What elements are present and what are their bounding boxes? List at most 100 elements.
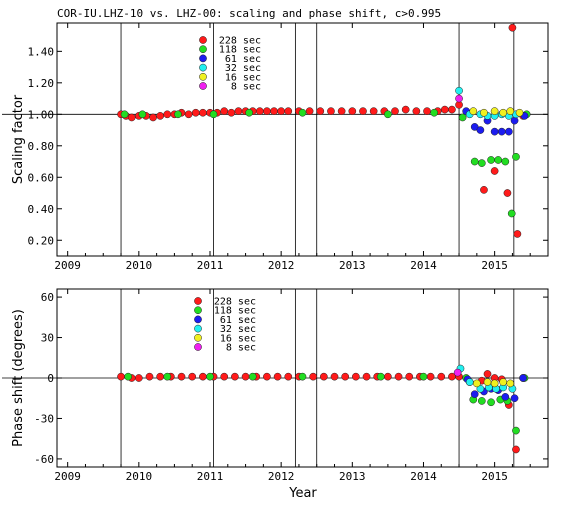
- legend-label-118-sec: 118 sec: [214, 306, 256, 317]
- point-118-sec: [487, 398, 495, 407]
- x-tick-label: 2014: [410, 259, 437, 272]
- point-228-sec: [305, 107, 314, 116]
- point-118-sec: [124, 372, 133, 381]
- legend-marker-16-sec: [199, 72, 207, 81]
- legend-marker-8-sec: [199, 82, 207, 90]
- point-118-sec: [163, 372, 172, 381]
- point-228-sec: [184, 110, 193, 119]
- point-118-sec: [298, 372, 307, 381]
- x-tick-label: 2009: [54, 259, 81, 272]
- legend-marker-16-sec: [194, 333, 202, 342]
- y-tick-label: 1.20: [28, 77, 55, 90]
- point-228-sec: [352, 372, 360, 381]
- phase-shift-panel: -60 -30 0 30 60 2009 2010 2011 2012 2013 2014 2015 P…: [2, 288, 549, 483]
- point-118-sec: [512, 426, 520, 435]
- point-16-sec: [490, 379, 499, 388]
- x-tick-label: 2015: [481, 259, 508, 272]
- legend-marker-118-sec: [199, 45, 207, 54]
- point-228-sec: [483, 370, 492, 378]
- point-228-sec: [284, 107, 293, 116]
- legend-marker-228-sec: [194, 297, 202, 305]
- point-228-sec: [263, 372, 271, 381]
- y-tick-label: 0.20: [28, 234, 55, 247]
- point-61-sec: [510, 116, 519, 125]
- legend-label-118-sec: 118 sec: [219, 45, 261, 56]
- point-228-sec: [512, 445, 520, 454]
- point-228-sec: [359, 107, 367, 116]
- point-228-sec: [327, 107, 335, 116]
- point-228-sec: [513, 230, 522, 238]
- point-228-sec: [369, 107, 378, 116]
- point-228-sec: [199, 372, 207, 381]
- point-118-sec: [376, 372, 385, 381]
- point-228-sec: [220, 372, 229, 381]
- point-228-sec: [227, 108, 236, 117]
- point-228-sec: [191, 108, 200, 117]
- point-228-sec: [348, 107, 357, 116]
- point-16-sec: [506, 379, 515, 388]
- point-118-sec: [384, 110, 392, 119]
- point-228-sec: [134, 374, 143, 382]
- y-tick-label: 60: [41, 291, 54, 304]
- point-228-sec: [156, 372, 165, 381]
- point-228-sec: [309, 372, 318, 381]
- legend-marker-61-sec: [194, 315, 202, 324]
- point-61-sec: [519, 374, 527, 382]
- point-32-sec: [455, 86, 463, 95]
- legend-label-61-sec: 61 sec: [225, 54, 261, 65]
- point-228-sec: [440, 105, 449, 114]
- point-118-sec: [477, 397, 486, 405]
- y-tick-label: 1.00: [28, 108, 55, 121]
- legend-label-16-sec: 16 sec: [220, 333, 256, 344]
- point-61-sec: [470, 390, 479, 399]
- y-axis-label: Phase shift (degrees): [11, 309, 26, 447]
- x-tick-label: 2013: [339, 470, 366, 483]
- scaling-factor-panel: 0.20 0.40 0.60 0.80 1.00 1.20 1.40 2009 2010 2011…: [2, 22, 549, 272]
- x-tick-label: 2009: [54, 470, 81, 483]
- point-228-sec: [341, 372, 350, 381]
- point-228-sec: [241, 372, 250, 381]
- legend-label-228-sec: 228 sec: [219, 36, 261, 47]
- point-118-sec: [206, 372, 214, 381]
- point-228-sec: [337, 107, 346, 116]
- point-228-sec: [255, 107, 264, 116]
- point-228-sec: [384, 372, 392, 381]
- point-118-sec: [501, 157, 510, 166]
- point-118-sec: [209, 110, 218, 119]
- x-axis-label: Year: [288, 486, 317, 501]
- point-32-sec: [465, 378, 474, 386]
- point-228-sec: [163, 110, 172, 119]
- y-tick-label: -30: [34, 412, 54, 425]
- point-228-sec: [270, 107, 278, 116]
- x-tick-label: 2011: [197, 470, 224, 483]
- point-228-sec: [273, 372, 282, 381]
- legend-label-8-sec: 8 sec: [226, 343, 256, 354]
- point-118-sec: [245, 108, 253, 117]
- point-118-sec: [494, 156, 503, 164]
- point-228-sec: [149, 113, 157, 122]
- point-228-sec: [412, 107, 421, 116]
- point-118-sec: [419, 372, 428, 381]
- point-228-sec: [508, 23, 517, 32]
- point-118-sec: [477, 159, 486, 167]
- x-tick-label: 2010: [126, 259, 153, 272]
- point-16-sec: [469, 107, 478, 116]
- x-tick-label: 2012: [268, 470, 295, 483]
- x-tick-label: 2013: [339, 259, 366, 272]
- point-228-sec: [503, 189, 512, 197]
- point-228-sec: [127, 113, 136, 122]
- x-tick-label: 2010: [126, 470, 153, 483]
- point-228-sec: [117, 372, 125, 381]
- point-228-sec: [448, 105, 456, 114]
- point-61-sec: [501, 393, 510, 401]
- point-16-sec: [515, 108, 524, 117]
- y-tick-label: -60: [34, 453, 54, 466]
- point-61-sec: [497, 127, 506, 136]
- point-61-sec: [490, 127, 499, 136]
- y-tick-label: 0.60: [28, 171, 55, 184]
- point-228-sec: [480, 186, 488, 194]
- point-228-sec: [362, 372, 371, 381]
- point-16-sec: [483, 378, 492, 386]
- point-228-sec: [263, 107, 271, 116]
- y-tick-label: 1.40: [28, 45, 55, 58]
